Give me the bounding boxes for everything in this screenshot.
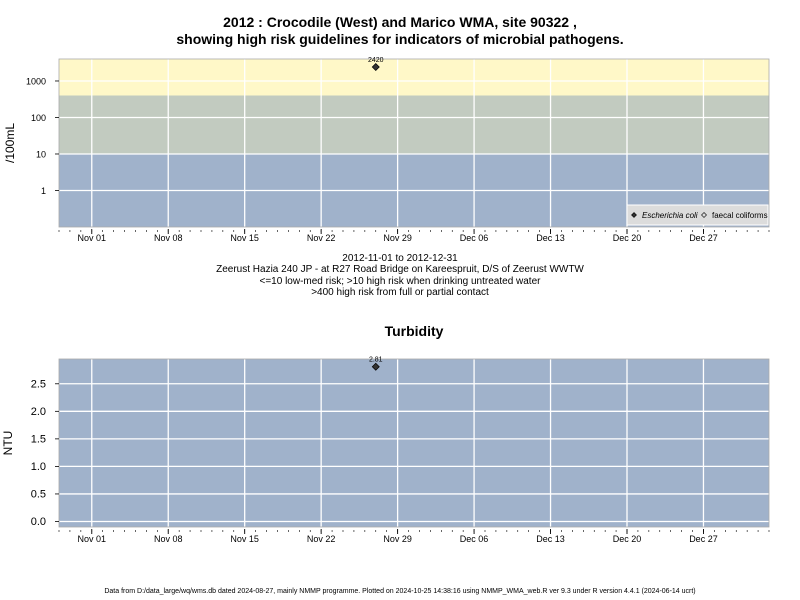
y-tick-label: 100	[31, 113, 46, 123]
chart-title-line1: 2012 : Crocodile (West) and Marico WMA, …	[223, 14, 577, 30]
x-tick-label: Nov 08	[154, 233, 183, 243]
x-tick-label: Nov 08	[154, 534, 183, 544]
legend-entry: faecal coliforms	[712, 211, 768, 220]
y-tick-label: 1000	[26, 76, 46, 86]
legend-marker	[631, 212, 637, 218]
x-tick-label: Nov 01	[78, 534, 107, 544]
caption-risk-note-contact: >400 high risk from full or partial cont…	[311, 287, 489, 298]
x-tick-label: Dec 20	[613, 534, 642, 544]
x-tick-label: Nov 22	[307, 534, 336, 544]
risk-band-1	[59, 95, 769, 154]
legend-box	[626, 204, 769, 226]
data-point	[371, 62, 380, 71]
y-tick-label: 1	[41, 186, 46, 196]
y-tick-label: 1.5	[31, 433, 46, 445]
x-tick-label: Dec 27	[689, 534, 718, 544]
plot-border	[58, 358, 770, 528]
data-label: 2420	[368, 57, 384, 64]
x-tick-label: Nov 29	[383, 233, 412, 243]
data-point	[371, 362, 380, 371]
legend-entry: Escherichia coli	[642, 211, 698, 220]
data-label: 2.81	[369, 357, 383, 364]
panel-title: Turbidity	[385, 323, 444, 339]
x-tick-label: Dec 06	[460, 534, 489, 544]
x-tick-label: Dec 27	[689, 233, 718, 243]
x-tick-label: Dec 06	[460, 233, 489, 243]
x-tick-label: Nov 22	[307, 233, 336, 243]
plot-background	[59, 359, 769, 527]
x-tick-label: Dec 13	[536, 534, 565, 544]
y-axis-label: NTU	[1, 431, 15, 456]
footer-provenance: Data from D:/data_large/wq/wms.db dated …	[104, 588, 696, 595]
caption-site-description: Zeerust Hazia 240 JP - at R27 Road Bridg…	[216, 264, 584, 275]
x-tick-label: Dec 20	[613, 233, 642, 243]
caption-date-range: 2012-11-01 to 2012-12-31	[342, 253, 458, 264]
y-tick-label: 10	[36, 149, 46, 159]
y-tick-label: 0.5	[31, 488, 46, 500]
y-tick-label: 2.5	[31, 378, 46, 390]
y-tick-label: 0.0	[31, 516, 46, 528]
x-tick-label: Nov 01	[78, 233, 107, 243]
y-axis-label: /100mL	[3, 123, 17, 163]
x-tick-label: Nov 29	[383, 534, 412, 544]
chart-title-line2: showing high risk guidelines for indicat…	[176, 31, 624, 47]
risk-band-2	[59, 59, 769, 96]
y-tick-label: 1.0	[31, 461, 46, 473]
caption-risk-note-drinking: <=10 low-med risk; >10 high risk when dr…	[259, 276, 541, 287]
plot-border	[58, 58, 770, 228]
x-tick-label: Nov 15	[230, 534, 259, 544]
y-tick-label: 2.0	[31, 406, 46, 418]
x-tick-label: Nov 15	[230, 233, 259, 243]
legend-marker	[701, 212, 707, 218]
x-tick-label: Dec 13	[536, 233, 565, 243]
